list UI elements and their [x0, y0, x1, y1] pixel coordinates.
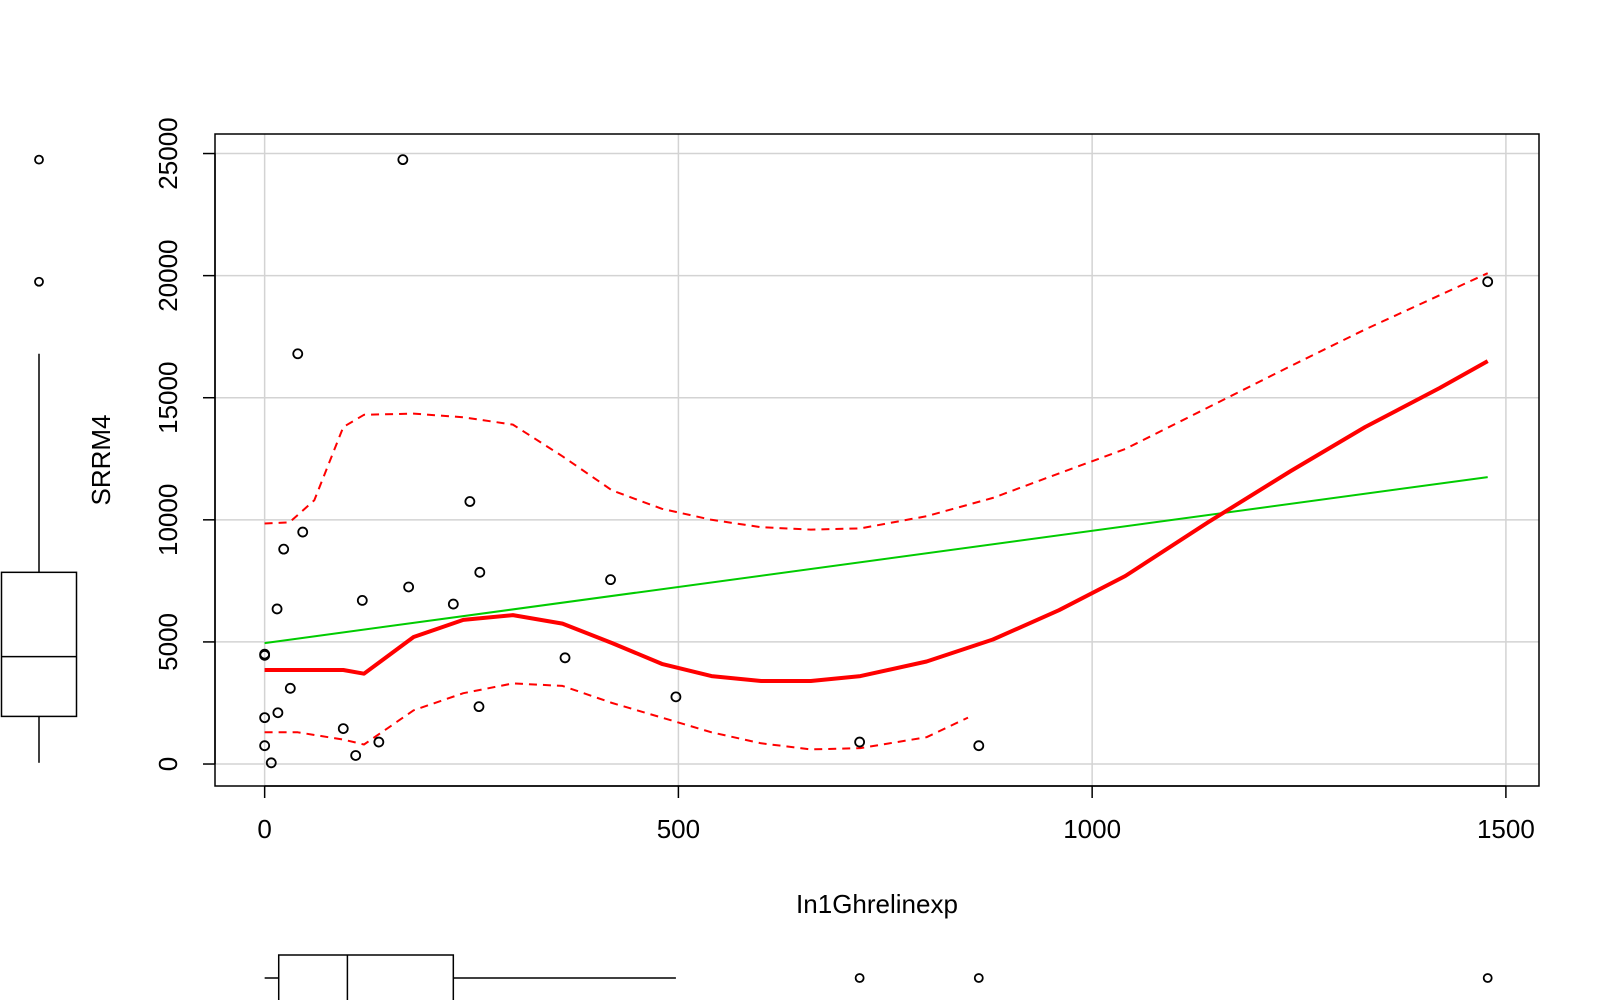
y-axis: 0 5000 10000 15000 20000 25000	[153, 117, 216, 771]
x-tick-label-0: 0	[257, 814, 271, 844]
y-marginal-boxplot	[0, 154, 78, 763]
y-box-outlier-1	[34, 154, 44, 165]
x-tick-label-2: 1000	[1063, 814, 1121, 844]
data-point-25	[973, 740, 985, 752]
y-box-outlier-0	[34, 276, 44, 287]
data-point-14	[373, 736, 385, 748]
data-point-26	[1482, 276, 1494, 288]
fit-lines	[264, 272, 1489, 751]
x-tick-label-3: 1500	[1477, 814, 1535, 844]
x-box-outlier-1	[973, 973, 984, 983]
y-tick-label-0: 0	[153, 757, 183, 771]
data-point-23	[670, 691, 682, 703]
data-point-1	[259, 649, 271, 661]
data-point-8	[284, 682, 296, 694]
x-box-outlier-0	[854, 973, 865, 983]
grid-lines	[215, 134, 1539, 786]
y-tick-label-1: 5000	[153, 613, 183, 671]
data-point-17	[447, 598, 459, 610]
data-point-9	[292, 348, 304, 360]
data-point-4	[265, 757, 277, 769]
x-marginal-boxplot	[264, 954, 1493, 1000]
y-axis-title: SRRM4	[86, 414, 116, 505]
x-box	[277, 954, 455, 1000]
data-point-2	[259, 712, 271, 724]
data-point-7	[278, 543, 290, 555]
data-point-15	[397, 154, 409, 166]
y-tick-label-2: 10000	[153, 484, 183, 556]
data-point-22	[605, 574, 616, 586]
x-tick-label-1: 500	[657, 814, 700, 844]
x-axis: 0 500 1000 1500	[257, 785, 1535, 844]
data-point-18	[464, 496, 476, 507]
data-point-10	[297, 526, 309, 538]
x-axis-title: In1Ghrelinexp	[796, 889, 958, 919]
data-point-13	[356, 595, 368, 606]
data-point-21	[559, 652, 571, 664]
series-smooth	[264, 359, 1489, 683]
plot-frame	[214, 133, 1540, 787]
data-points	[259, 154, 1494, 769]
data-point-16	[403, 581, 415, 593]
y-box	[0, 571, 78, 718]
data-point-3	[259, 740, 271, 752]
series-smooth-band-upper	[264, 272, 1489, 531]
series-smooth-band-lower	[264, 682, 969, 751]
data-point-19	[473, 701, 485, 713]
data-point-5	[271, 603, 283, 615]
x-box-outlier-2	[1482, 973, 1493, 983]
data-point-20	[474, 566, 486, 578]
y-tick-label-3: 15000	[153, 362, 183, 434]
data-point-6	[272, 707, 284, 719]
data-point-24	[854, 736, 866, 748]
y-tick-label-5: 25000	[153, 117, 183, 189]
data-point-11	[337, 723, 349, 735]
series-linear-fit	[264, 476, 1488, 645]
data-point-12	[350, 750, 362, 761]
y-tick-label-4: 20000	[153, 239, 183, 311]
